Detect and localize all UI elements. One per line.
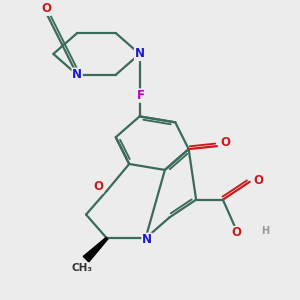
- Text: F: F: [137, 89, 145, 102]
- Text: O: O: [220, 136, 230, 149]
- Text: O: O: [41, 2, 51, 15]
- Text: H: H: [261, 226, 269, 236]
- Text: N: N: [72, 68, 82, 81]
- Text: N: N: [142, 233, 152, 246]
- Polygon shape: [83, 238, 108, 262]
- Text: N: N: [135, 47, 145, 60]
- Text: CH₃: CH₃: [71, 263, 92, 273]
- Text: O: O: [231, 226, 241, 239]
- Text: O: O: [253, 174, 263, 187]
- Text: O: O: [94, 180, 103, 193]
